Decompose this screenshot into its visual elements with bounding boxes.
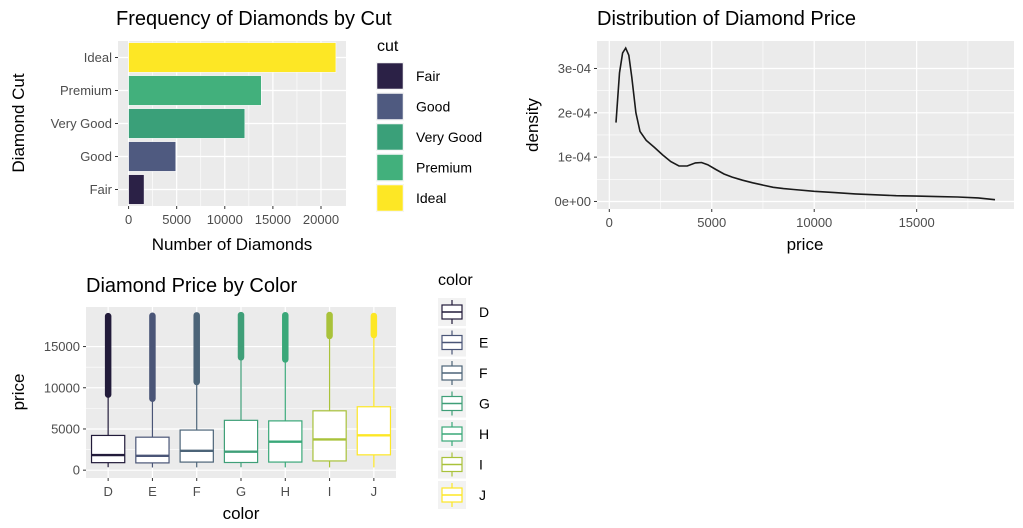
cut-legend: cut Fair Good Very Good Premium Ideal	[376, 38, 482, 212]
cut-y-tick-label: Very Good	[51, 116, 112, 131]
cut-legend-swatch	[376, 184, 404, 212]
boxplot-x-tick-label: J	[371, 484, 378, 499]
boxplot-legend-label: H	[479, 426, 489, 442]
boxplot-x-tick-label: F	[193, 484, 201, 499]
cut-legend-keys: Fair Good Very Good Premium Ideal	[376, 62, 482, 212]
boxplot-y-tick-label: 15000	[44, 339, 80, 354]
box-iqr	[90, 434, 126, 464]
cut-y-ticks: Fair Good Very Good Premium Ideal	[51, 50, 118, 197]
boxplot-y-ticks: 0 5000 10000 15000	[44, 339, 86, 478]
cut-x-axis-title: Number of Diamonds	[152, 235, 313, 254]
boxplot-y-tick-label: 0	[73, 463, 80, 478]
box-e	[135, 312, 170, 468]
cut-chart-title: Frequency of Diamonds by Cut	[116, 8, 392, 30]
cut-legend-swatch	[376, 93, 404, 120]
box-iqr	[312, 410, 347, 462]
cut-bar-good	[128, 141, 177, 172]
density-y-tick-label: 1e-04	[558, 150, 591, 165]
cut-legend-title: cut	[377, 38, 399, 55]
boxplot-chart-title: Diamond Price by Color	[86, 275, 298, 297]
boxplot-y-tick-label: 5000	[51, 421, 80, 436]
density-y-tick-label: 2e-04	[558, 105, 591, 120]
density-x-tick-label: 10000	[796, 215, 832, 230]
cut-y-tick-label: Premium	[60, 83, 112, 98]
cut-y-tick-label: Ideal	[84, 50, 112, 65]
cut-legend-label: Fair	[416, 68, 440, 84]
boxplot-boxes	[90, 311, 392, 468]
box-iqr	[179, 429, 214, 463]
box-iqr	[223, 419, 259, 464]
box-g	[223, 311, 259, 468]
cut-x-tick-label: 15000	[255, 212, 291, 227]
boxplot-legend-label: G	[479, 396, 490, 412]
density-y-ticks: 0e+00 1e-04 2e-04 3e-04	[554, 61, 597, 209]
boxplot-x-axis-title: color	[223, 504, 260, 523]
cut-legend-label: Good	[416, 99, 450, 115]
density-chart: Distribution of Diamond Price 0e+00 1e-04…	[523, 8, 1014, 254]
box-j	[356, 312, 392, 468]
boxplot-x-tick-label: I	[328, 484, 332, 499]
boxplot-legend-label: E	[479, 335, 488, 351]
density-x-tick-label: 0	[606, 215, 613, 230]
density-x-axis-title: price	[787, 235, 824, 254]
density-chart-title: Distribution of Diamond Price	[597, 8, 856, 30]
density-y-tick-label: 0e+00	[554, 194, 591, 209]
density-plot-panel	[597, 41, 1014, 209]
density-x-ticks: 0 5000 10000 15000	[606, 209, 935, 230]
cut-legend-label: Ideal	[416, 190, 446, 206]
boxplot-legend-label: D	[479, 304, 489, 320]
cut-chart: Frequency of Diamonds by Cut Fair Good Ver…	[9, 8, 482, 254]
boxplot-x-tick-label: H	[281, 484, 290, 499]
box-h	[268, 311, 303, 468]
box-i	[312, 311, 347, 468]
cut-legend-label: Very Good	[416, 129, 482, 145]
cut-x-tick-label: 0	[125, 212, 132, 227]
cut-y-axis-title: Diamond Cut	[9, 73, 28, 172]
boxplot-x-ticks: D E F G H I J	[103, 478, 377, 499]
cut-legend-swatch	[376, 154, 404, 181]
cut-legend-label: Premium	[416, 160, 472, 176]
density-y-axis-title: density	[523, 98, 542, 152]
density-x-tick-label: 5000	[697, 215, 726, 230]
cut-bars	[128, 42, 337, 205]
boxplot-y-axis-title: price	[9, 374, 28, 411]
box-iqr	[356, 406, 392, 456]
cut-legend-swatch	[376, 62, 404, 90]
box-iqr	[135, 436, 170, 464]
cut-x-tick-label: 10000	[207, 212, 243, 227]
boxplot-y-tick-label: 10000	[44, 380, 80, 395]
cut-legend-swatch	[376, 123, 404, 151]
boxplot-x-tick-label: D	[103, 484, 112, 499]
boxplot-legend-label: J	[479, 487, 486, 503]
boxplot-legend-label: F	[479, 365, 488, 381]
cut-y-tick-label: Fair	[90, 182, 113, 197]
boxplot-x-tick-label: G	[236, 484, 246, 499]
boxplot-chart: Diamond Price by Color 0 5000 10000 15000 D…	[9, 272, 490, 523]
density-line	[615, 46, 996, 201]
boxplot-legend-title: color	[438, 272, 473, 289]
density-y-tick-label: 3e-04	[558, 61, 591, 76]
cut-x-ticks: 0 5000 10000 15000 20000	[125, 206, 339, 227]
cut-bar-fair	[128, 174, 145, 205]
cut-bar-premium	[128, 75, 262, 106]
cut-x-tick-label: 20000	[303, 212, 339, 227]
box-d	[90, 312, 126, 468]
cut-bar-ideal	[128, 42, 337, 73]
boxplot-legend-label: I	[479, 457, 483, 473]
box-f	[179, 312, 214, 468]
boxplot-x-tick-label: E	[148, 484, 157, 499]
cut-x-tick-label: 5000	[162, 212, 191, 227]
density-x-tick-label: 15000	[899, 215, 935, 230]
cut-y-tick-label: Good	[80, 149, 112, 164]
cut-bar-very-good	[128, 108, 246, 139]
